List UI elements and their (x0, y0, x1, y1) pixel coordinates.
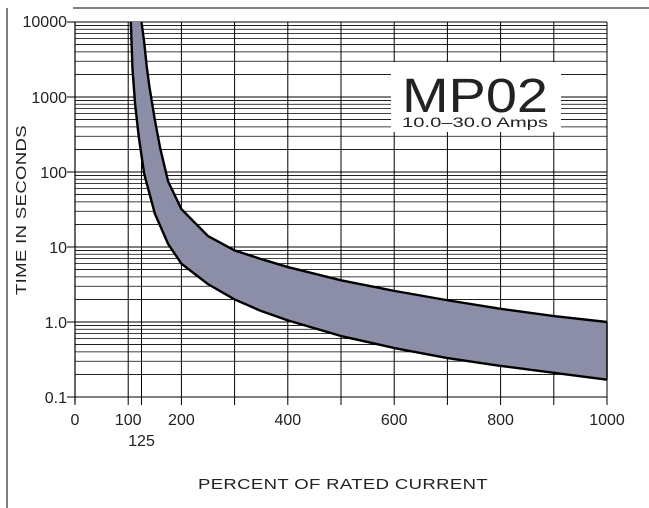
x-tick-label: 200 (168, 412, 195, 429)
y-tick-label: 10 (49, 240, 67, 257)
x-tick-label: 0 (71, 412, 80, 429)
upper-curve-line (140, 21, 608, 324)
chart-subtitle: 10.0–30.0 Amps (402, 114, 548, 130)
chart-title: MP02 (402, 70, 548, 123)
y-tick-label: 10000 (23, 14, 68, 31)
lower-curve-line (129, 21, 608, 381)
trip-band-fill (130, 22, 608, 380)
x-tick-label: 125 (128, 433, 155, 450)
curve-band (129, 21, 608, 381)
y-tick-label: 1000 (31, 90, 67, 107)
x-tick-label: 600 (381, 412, 408, 429)
y-tick-label: 100 (40, 165, 67, 182)
x-tick-label: 800 (487, 412, 514, 429)
y-tick-label: 0.1 (45, 390, 67, 407)
x-axis-title: PERCENT OF RATED CURRENT (198, 476, 488, 493)
title-box-bg (391, 62, 561, 132)
tick-labels: 0 100 125 200 400 600 800 1000 0.1 1.0 10 100 1000 10… (23, 14, 625, 450)
x-tick-label: 100 (115, 412, 142, 429)
x-tick-label: 1000 (589, 412, 625, 429)
y-axis-title: TIME IN SECONDS (13, 125, 30, 295)
x-tick-label: 400 (274, 412, 301, 429)
y-tick-label: 1.0 (45, 315, 67, 332)
